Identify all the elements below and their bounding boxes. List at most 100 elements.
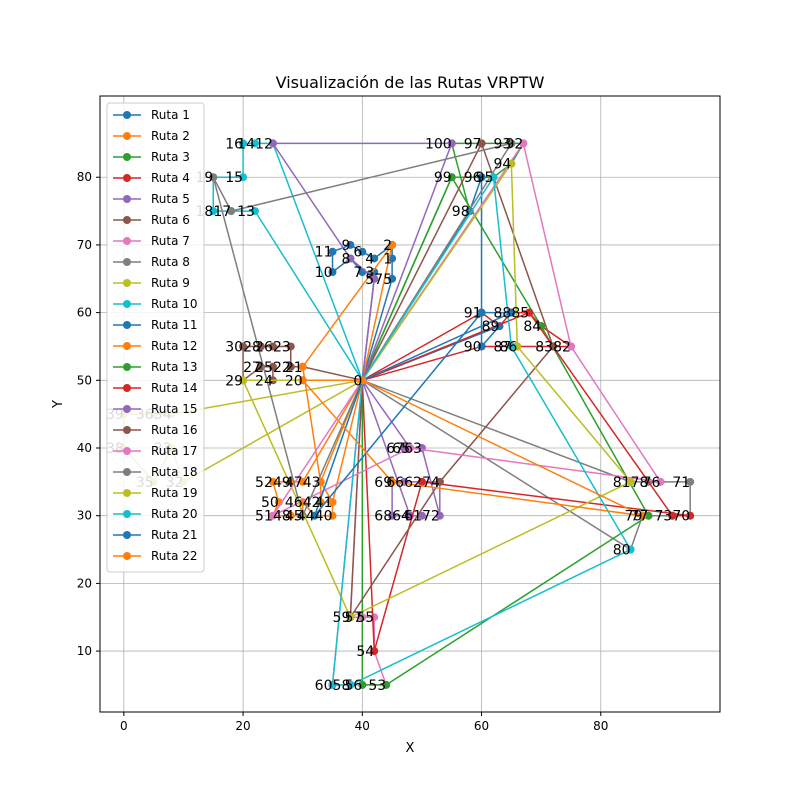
route-point [370,647,379,656]
legend-entry: Ruta 10 [113,297,198,311]
node-label: 61 [404,509,422,525]
node-label: 26 [255,339,273,355]
node-label: 40 [315,509,333,525]
legend-label: Ruta 16 [151,423,198,437]
legend-entry: Ruta 4 [113,171,190,185]
node-label: 65 [392,441,410,457]
node-label: 64 [392,509,410,525]
node-label: 27 [243,360,261,376]
legend-entry: Ruta 14 [113,381,198,395]
node-label: 71 [672,475,690,491]
legend-swatch-marker [123,279,131,287]
node-label: 77 [631,509,649,525]
legend-swatch-marker [123,342,131,350]
route-point [358,680,367,689]
node-label: 89 [482,319,500,335]
chart-title: Visualización de las Rutas VRPTW [276,73,545,92]
x-tick-label: 80 [593,719,608,733]
x-tick-label: 20 [235,719,250,733]
node-label: 74 [422,475,440,491]
legend-label: Ruta 21 [151,528,198,542]
route-point [382,680,391,689]
node-label: 44 [297,509,315,525]
route-point [328,268,337,276]
y-tick-label: 80 [77,170,92,184]
route-series [209,139,516,520]
route-point [209,173,218,182]
node-label: 12 [255,136,273,152]
node-label: 72 [422,509,440,525]
route-point [519,139,528,148]
route-point [507,342,516,351]
legend-swatch-marker [123,321,131,329]
node-label: 10 [315,265,333,281]
legend-swatch-marker [123,468,131,476]
legend-entry: Ruta 5 [113,192,190,206]
legend-entry: Ruta 17 [113,444,198,458]
route-point [328,498,337,507]
x-tick-label: 60 [474,719,489,733]
route-point [489,173,498,182]
node-label: 95 [476,170,494,186]
node-label: 86 [499,339,517,355]
route-point [328,511,337,520]
route-point [644,511,653,520]
node-label: 100 [425,136,452,152]
legend-entry: Ruta 21 [113,528,198,542]
node-label: 98 [452,204,470,220]
route-point [388,274,397,283]
legend-label: Ruta 15 [151,402,198,416]
route-point [370,268,379,276]
node-label: 41 [315,495,333,511]
node-label: 23 [273,339,291,355]
node-label: 73 [654,509,672,525]
route-point [298,362,307,371]
route-line [212,142,513,518]
route-point [268,362,277,371]
node-label: 59 [333,610,351,626]
route-point [417,511,426,520]
legend-label: Ruta 2 [151,129,190,143]
legend-entry: Ruta 15 [113,402,198,416]
legend-entry: Ruta 11 [113,318,198,332]
legend-entry: Ruta 2 [113,129,190,143]
route-point [268,139,277,148]
x-axis-label: X [406,741,415,756]
legend-swatch-marker [123,447,131,455]
legend-label: Ruta 6 [151,213,190,227]
node-label: 30 [225,339,243,355]
legend-entry: Ruta 1 [113,108,190,122]
legend-label: Ruta 7 [151,234,190,248]
route-point [328,680,337,689]
node-label: 50 [261,495,279,511]
node-label: 48 [273,509,291,525]
route-point [626,545,635,554]
legend-swatch-marker [123,174,131,182]
route-line [271,142,453,381]
legend-entry: Ruta 19 [113,486,198,500]
route-point [477,173,486,182]
legend-entry: Ruta 8 [113,255,190,269]
node-label: 7 [353,265,362,281]
node-label: 49 [273,475,291,491]
node-label: 29 [225,373,243,389]
route-point [268,511,277,520]
legend-entry: Ruta 13 [113,360,198,374]
route-point [286,342,295,351]
legend-swatch-marker [123,426,131,434]
node-label: 4 [365,251,374,267]
node-label: 79 [625,509,643,525]
node-label: 70 [672,509,690,525]
legend-label: Ruta 18 [151,465,198,479]
node-label: 25 [255,360,273,376]
legend-label: Ruta 8 [151,255,190,269]
route-line [212,142,364,381]
node-label: 2 [383,238,392,254]
route-point [686,511,695,520]
route-point [328,247,337,256]
y-axis-ticks: 10 20 30 40 50 60 70 80 [77,170,100,658]
node-label: 46 [285,495,303,511]
route-point [477,342,486,351]
node-label: 67 [386,441,404,457]
node-label: 96 [464,170,482,186]
